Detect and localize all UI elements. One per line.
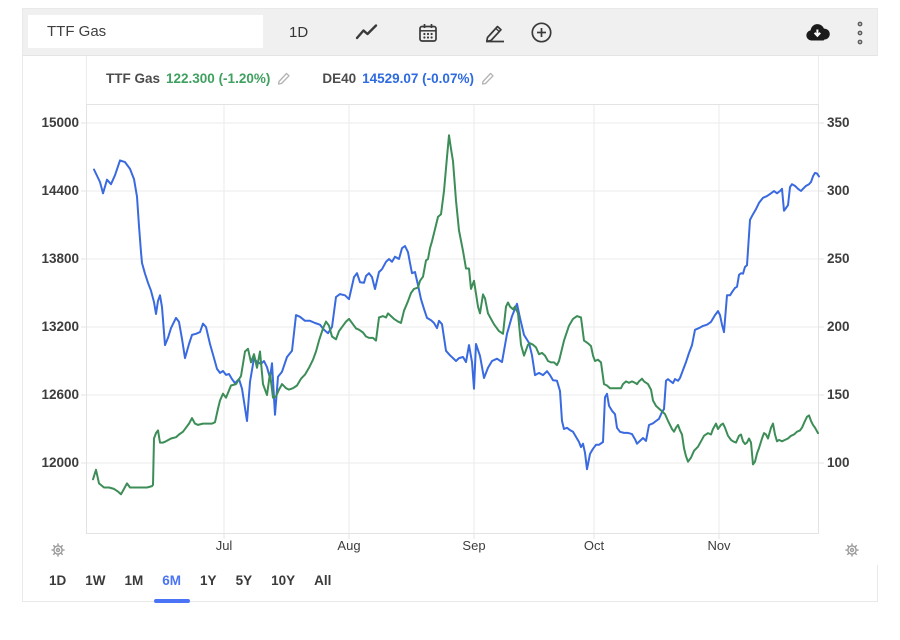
legend: TTF Gas 122.300 (-1.20%) DE40 14529.07 (… [106,70,496,86]
legend-item-ttf-gas: TTF Gas 122.300 (-1.20%) [106,70,292,86]
range-option-6m[interactable]: 6M [162,573,182,588]
range-option-1m[interactable]: 1M [124,573,144,588]
chart-area: TTF Gas 122.300 (-1.20%) DE40 14529.07 (… [23,56,879,565]
left-axis-label: 13200 [41,319,79,334]
right-axis-label: 350 [827,115,850,130]
left-axis-label: 15000 [41,115,79,130]
ttf-gas-line [92,134,819,496]
legend-series-value: 122.300 (-1.20%) [166,70,271,86]
right-axis-label: 150 [827,387,850,402]
right-axis-label: 200 [827,319,850,334]
interval-selector[interactable]: 1D [289,24,309,41]
range-selector: 1D 1W 1M 6M 1Y 5Y 10Y All [49,573,331,588]
line-chart-style-button[interactable] [354,9,380,56]
left-axis-label: 12000 [41,455,79,470]
right-axis-label: 250 [827,251,850,266]
left-axis-label: 12600 [41,387,79,402]
x-axis-label: Jul [215,538,233,553]
calendar-icon [419,23,437,42]
pencil-draw-icon [485,25,504,43]
range-option-5y[interactable]: 5Y [235,573,253,588]
right-axis-settings-button[interactable] [844,542,860,558]
legend-item-de40: DE40 14529.07 (-0.07%) [322,70,496,86]
left-axis-label: 14400 [41,183,79,198]
right-axis-label: 300 [827,183,850,198]
plus-circle-icon [530,22,552,43]
x-axis-label: Sep [462,538,486,553]
range-option-1w[interactable]: 1W [85,573,106,588]
left-axis-settings-button[interactable] [50,542,66,558]
left-axis-label: 13800 [41,251,79,266]
range-option-10y[interactable]: 10Y [271,573,296,588]
cloud-save-button[interactable] [802,9,832,56]
add-symbol-button[interactable] [528,9,554,56]
de40-line [93,159,820,471]
search-input[interactable] [28,15,263,48]
plot-border [86,104,819,534]
range-option-1y[interactable]: 1Y [200,573,217,588]
right-axis-label: 100 [827,455,850,470]
x-axis-label: Aug [337,538,361,553]
legend-series-value: 14529.07 (-0.07%) [362,70,474,86]
legend-series-name: TTF Gas [106,70,161,86]
legend-series-name: DE40 [322,70,357,86]
edit-pencil-icon[interactable] [276,70,292,86]
x-axis-label: Nov [707,538,731,553]
active-range-underline [153,599,190,603]
calendar-button[interactable] [415,9,441,56]
line-chart-icon [355,23,378,39]
toolbar: 1D [23,9,877,56]
range-option-1d[interactable]: 1D [49,573,67,588]
chart-widget: 1D [22,8,879,603]
range-option-all[interactable]: All [314,573,332,588]
plot-left-border-extension [86,56,87,104]
more-menu-button[interactable] [851,9,869,56]
edit-pencil-icon[interactable] [480,70,496,86]
gear-icon [51,543,65,557]
draw-button[interactable] [480,9,508,56]
x-axis-label: Oct [583,538,605,553]
kebab-menu-icon [857,21,863,44]
plot-right-border-extension [818,56,819,104]
plot-region[interactable] [81,104,824,539]
gear-icon [845,543,859,557]
cloud-download-icon [805,24,830,41]
plot-svg [81,104,824,539]
